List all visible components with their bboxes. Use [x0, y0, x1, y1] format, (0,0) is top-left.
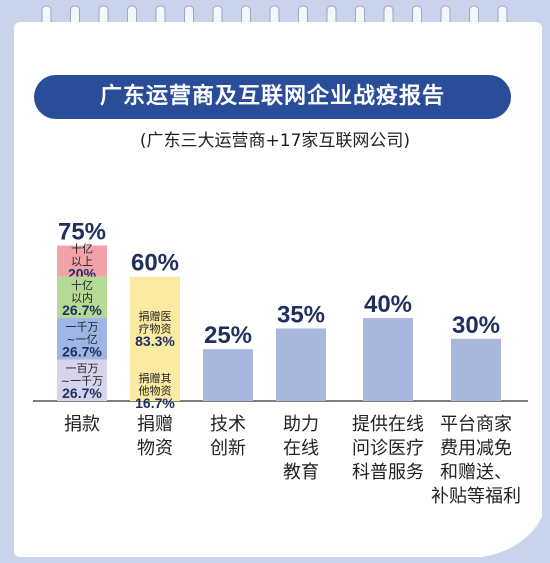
category-label: 技术 [210, 414, 246, 435]
segment-label: 十亿 [71, 242, 93, 256]
category-label: 和赠送、 [440, 462, 512, 483]
category-label: 捐赠 [137, 414, 173, 435]
bar-value-label: 30% [452, 312, 500, 339]
category-label: 平台商家 [440, 414, 512, 435]
segment-label: 以内 [71, 290, 93, 304]
bar-value-label: 35% [277, 301, 325, 328]
chart-subtitle: (广东三大运营商+17家互联网公司) [139, 131, 411, 151]
bar-value-label: 75% [58, 219, 106, 246]
bar-segment [57, 245, 107, 277]
bar-segment [57, 359, 107, 401]
bar-segment [130, 276, 180, 381]
category-label: 补贴等福利 [431, 486, 521, 507]
segment-label: ~一千万 [61, 374, 103, 387]
segment-label: 一百万 [66, 362, 99, 375]
chart-title: 广东运营商及互联网企业战疫报告 [34, 75, 511, 119]
bar [276, 328, 326, 401]
category-label: 提供在线 [352, 414, 424, 435]
category-label: 问诊医疗 [352, 438, 424, 459]
bar-segment [57, 318, 107, 360]
segment-label: 他物资 [139, 384, 172, 398]
segment-value-label: 83.3% [135, 333, 175, 349]
bar [363, 318, 413, 401]
segment-label: 捐赠其 [139, 371, 172, 385]
category-label: 费用减免 [440, 438, 512, 459]
category-label: 捐款 [64, 414, 100, 435]
bar-value-label: 60% [131, 250, 179, 277]
bar [203, 349, 253, 401]
bar-segment [57, 276, 107, 319]
segment-label: 一千万 [66, 320, 99, 333]
page-curl [482, 517, 542, 557]
segment-label: 十亿 [71, 278, 93, 292]
category-label: 科普服务 [352, 462, 424, 483]
segment-value-label: 26.7% [62, 343, 102, 359]
bar-value-label: 40% [364, 291, 412, 318]
bar-value-label: 25% [204, 322, 252, 349]
segment-value-label: 26.7% [62, 302, 102, 318]
segment-label: ~一亿 [66, 333, 97, 346]
bar [451, 338, 501, 401]
bar-segment [130, 380, 180, 401]
segment-value-label: 26.7% [62, 385, 102, 401]
segment-label: 疗物资 [139, 321, 172, 335]
segment-label: 捐赠医 [139, 309, 172, 323]
segment-value-label: 16.7% [135, 395, 175, 411]
category-label: 助力 [283, 414, 319, 435]
category-label: 物资 [137, 438, 173, 459]
category-label: 教育 [283, 462, 319, 483]
segment-label: 以上 [71, 255, 93, 268]
category-label: 创新 [210, 438, 246, 459]
category-label: 在线 [283, 438, 319, 459]
